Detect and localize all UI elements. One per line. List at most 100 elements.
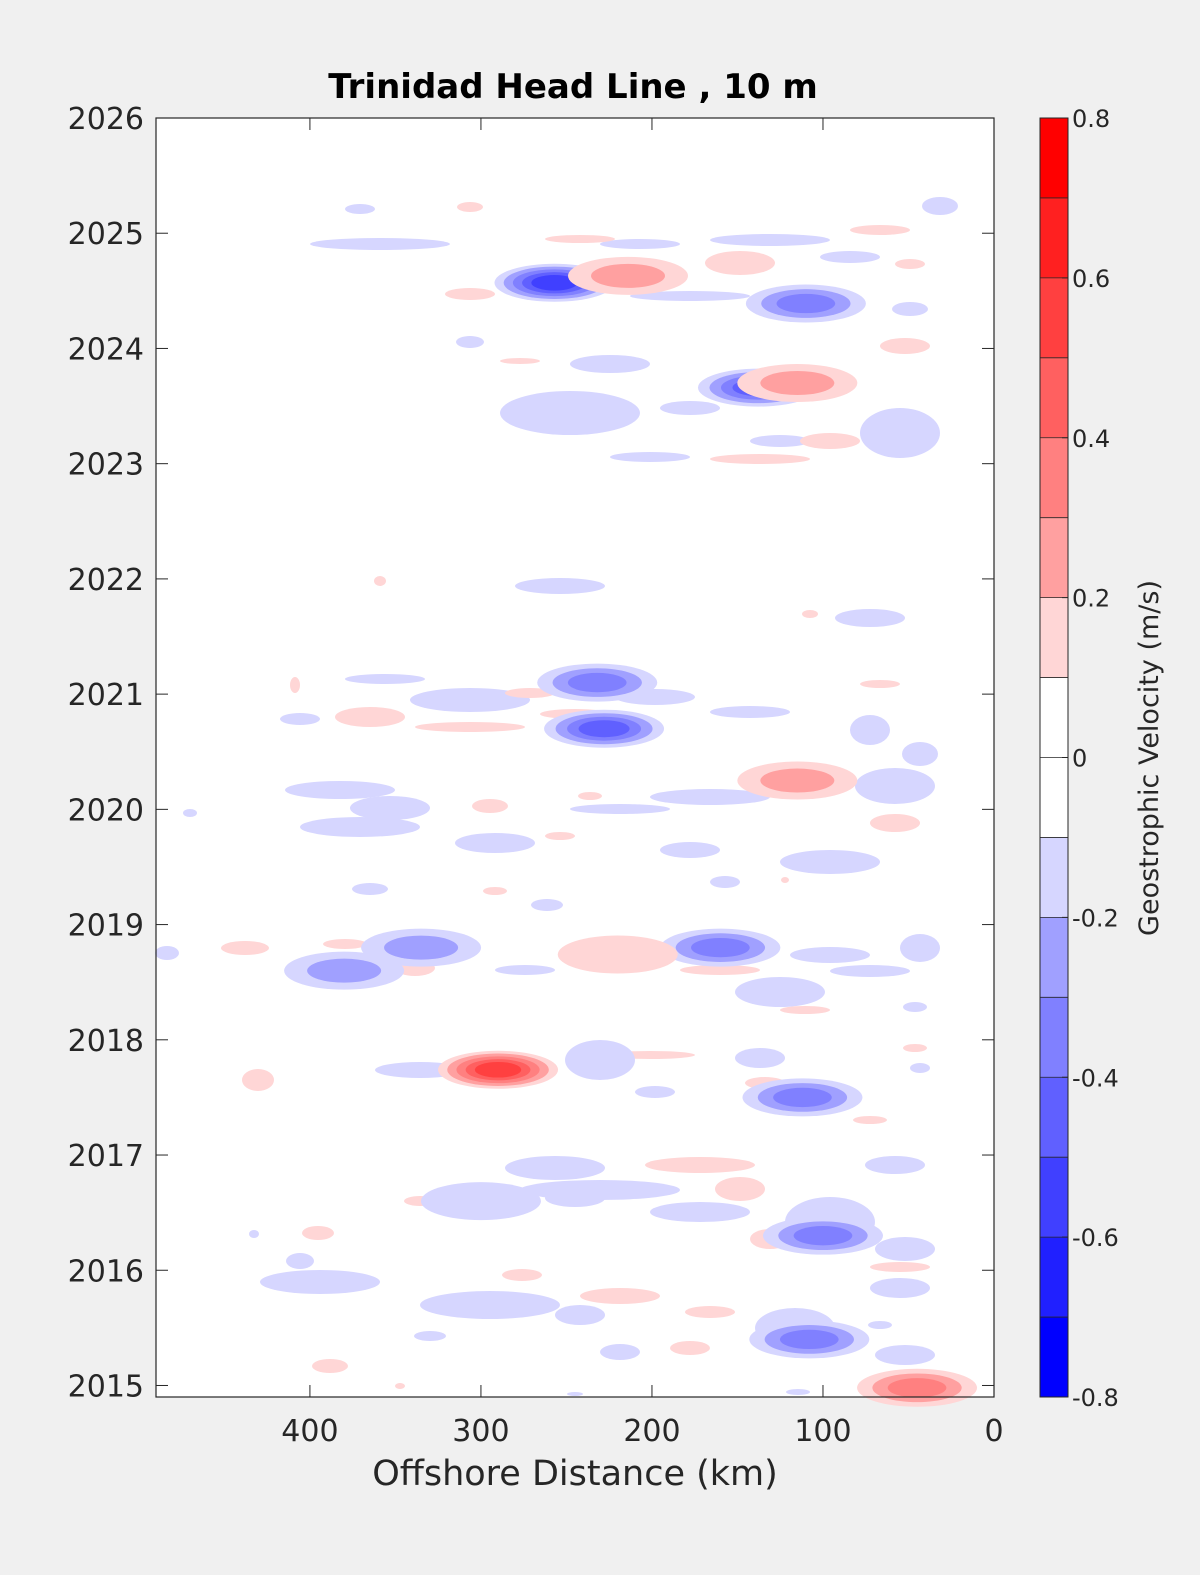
contour-region [645, 1157, 755, 1173]
contour-region [545, 832, 575, 840]
contour-region [853, 1116, 887, 1124]
contour-region [545, 1189, 605, 1207]
contour-region [415, 722, 525, 732]
contour-feature [773, 1087, 832, 1108]
y-tick-label: 2021 [68, 678, 144, 713]
contour-region [875, 1237, 935, 1261]
contour-region [870, 1278, 930, 1298]
colorbar-level [1040, 597, 1068, 678]
contour-region [860, 680, 900, 688]
contour-region [865, 1156, 925, 1174]
colorbar-level [1040, 997, 1068, 1078]
contour-region [352, 883, 388, 895]
x-tick-label: 300 [452, 1414, 509, 1449]
contour-region [515, 578, 605, 594]
contour-region [710, 706, 790, 718]
contour-region [183, 809, 197, 817]
contour-region [302, 1226, 334, 1240]
contour-region [472, 799, 508, 813]
contour-region [903, 1044, 927, 1052]
contour-region [580, 1288, 660, 1304]
contour-region [455, 833, 535, 853]
colorbar-tick-label: 0.6 [1072, 265, 1110, 293]
contour-region [286, 1253, 314, 1269]
colorbar-level [1040, 118, 1068, 198]
contour-feature [531, 274, 578, 291]
colorbar-tick-label: -0.6 [1072, 1224, 1119, 1252]
contour-region [835, 609, 905, 627]
contour-region [345, 674, 425, 684]
contour-region [868, 1321, 892, 1329]
contour-region [781, 877, 789, 883]
contour-region [565, 1040, 635, 1080]
contour-region [790, 947, 870, 963]
y-tick-label: 2023 [68, 448, 144, 483]
chart-title: Trinidad Head Line , 10 m [328, 67, 818, 107]
colorbar-level [1040, 357, 1068, 438]
contour-region [635, 1086, 675, 1098]
colorbar-level [1040, 277, 1068, 358]
contour-region [155, 946, 179, 960]
y-tick-label: 2024 [68, 332, 144, 367]
contour-region [374, 576, 386, 586]
contour-region [685, 1306, 735, 1318]
contour-region [780, 850, 880, 874]
contour-region [445, 288, 495, 300]
contour-region [285, 781, 395, 799]
colorbar-level [1040, 917, 1068, 998]
colorbar-label: Geostrophic Velocity (m/s) [1134, 580, 1165, 936]
contour-region [705, 251, 775, 275]
contour-region [875, 1345, 935, 1365]
contour-region [500, 391, 640, 435]
contour-region [900, 934, 940, 962]
contour-region [505, 688, 555, 698]
colorbar-level [1040, 517, 1068, 598]
x-tick-label: 0 [984, 1414, 1003, 1449]
contour-feature [578, 720, 630, 738]
y-tick-label: 2025 [68, 217, 144, 252]
contour-feature [591, 263, 666, 288]
contour-region [870, 1262, 930, 1272]
y-tick-label: 2017 [68, 1139, 144, 1174]
y-tick-label: 2016 [68, 1254, 144, 1289]
contour-feature [779, 1329, 839, 1350]
contour-region [895, 259, 925, 269]
contour-region [903, 1002, 927, 1012]
contour-region [820, 251, 880, 263]
contour-fill [155, 197, 978, 1407]
contour-region [670, 1341, 710, 1355]
contour-region [502, 1269, 542, 1281]
contour-region [780, 1006, 830, 1014]
contour-region [715, 1177, 765, 1201]
contour-region [870, 814, 920, 832]
contour-region [300, 817, 420, 837]
contour-region [850, 225, 910, 235]
colorbar-tick-label: 0.4 [1072, 425, 1110, 453]
contour-region [892, 302, 928, 316]
y-axis: 2015 2016 2017 2018 2019 2020 2021 2022 2023 2024… [68, 102, 994, 1404]
colorbar-tick-label: 0 [1072, 745, 1087, 773]
x-tick-label: 200 [623, 1414, 680, 1449]
y-tick-label: 2018 [68, 1024, 144, 1059]
x-tick-label: 400 [281, 1414, 338, 1449]
contour-region [902, 742, 938, 766]
contour-region [910, 1063, 930, 1073]
contour-region [335, 707, 405, 727]
contour-region [830, 965, 910, 977]
colorbar-level [1040, 197, 1068, 278]
contour-region [414, 1331, 446, 1341]
contour-region [567, 1392, 583, 1396]
contour-region [495, 965, 555, 975]
contour-feature [420, 1182, 541, 1221]
contour-region [555, 1305, 605, 1325]
colorbar-tick-label: 0.2 [1072, 585, 1110, 613]
contour-region [410, 688, 530, 712]
contour-region [570, 804, 670, 814]
contour-region [880, 338, 930, 354]
colorbar-level [1040, 757, 1068, 838]
contour-region [345, 204, 375, 214]
contour-region [500, 358, 540, 364]
contour-region [710, 454, 810, 464]
contour-region [395, 1383, 405, 1389]
contour-region [600, 1344, 640, 1360]
